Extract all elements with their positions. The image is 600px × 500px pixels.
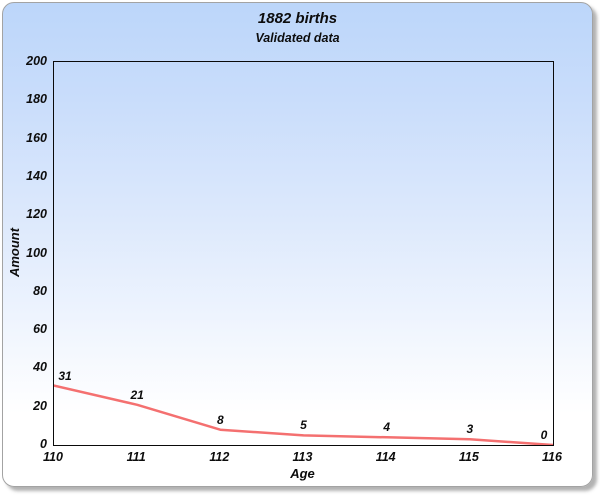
y-tick-label: 80	[33, 283, 47, 298]
y-tick-label: 160	[26, 130, 47, 145]
y-tick-label: 60	[33, 322, 47, 337]
chart-title: 1882 births	[257, 10, 338, 27]
x-tick-label: 113	[292, 450, 313, 464]
data-point-label: 21	[130, 387, 144, 402]
data-line-series	[54, 384, 553, 445]
data-point-label: 8	[216, 412, 224, 427]
x-tick-label: 114	[375, 450, 396, 464]
data-point-label: 4	[383, 420, 390, 435]
x-tick-label: 111	[126, 450, 146, 464]
data-point-label: 3	[466, 422, 474, 437]
data-point-label: 0	[540, 428, 548, 442]
y-tick-label: 100	[26, 245, 47, 260]
x-tick-label: 115	[458, 450, 479, 464]
plot-area: 31 21 8 5 4 3 0	[53, 61, 554, 446]
y-tick-label: 140	[26, 168, 47, 183]
x-tick-label: 116	[542, 450, 562, 464]
x-tick-label: 110	[43, 450, 63, 464]
y-tick-label: 20	[33, 398, 47, 413]
y-tick-label: 180	[26, 92, 47, 107]
x-tick-label: 112	[209, 450, 230, 464]
data-point-label: 5	[300, 418, 307, 433]
y-tick-label: 200	[26, 54, 47, 68]
chart-subtitle: Validated data	[255, 31, 340, 45]
y-tick-label: 40	[33, 360, 47, 375]
chart-card: 1882 births Validated data Amount 31 21 8 5…	[2, 2, 593, 487]
data-point-label: 31	[58, 368, 72, 383]
y-tick-label: 120	[26, 207, 47, 222]
x-axis-title: Age	[290, 466, 315, 481]
y-tick-label: 0	[40, 437, 47, 451]
